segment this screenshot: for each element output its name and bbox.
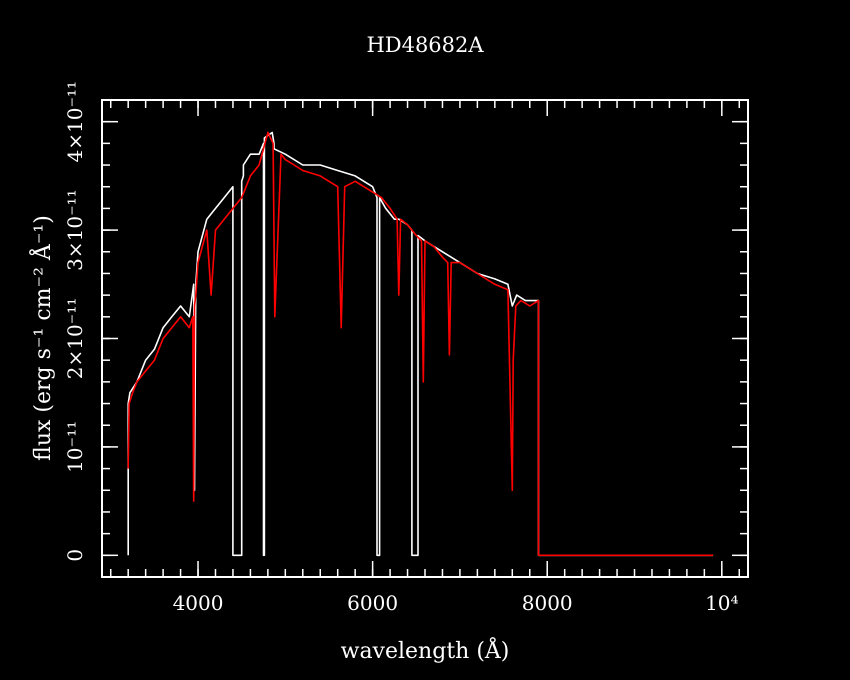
y-tick-label: 4×10⁻¹¹ — [63, 81, 87, 163]
x-tick-label: 8000 — [522, 591, 573, 615]
axis-ticks — [102, 99, 748, 577]
series-line-red — [127, 131, 714, 557]
y-tick-label: 0 — [63, 549, 87, 562]
y-axis-label: flux (erg s⁻¹ cm⁻² Å⁻¹) — [28, 215, 56, 461]
axis-tick-labels: 4000 6000 8000 10⁴ 0 10⁻¹¹ 2×10⁻¹¹ 3×10⁻¹¹ 4×10⁻… — [63, 81, 739, 615]
spectrum-series — [127, 131, 714, 557]
y-tick-label: 2×10⁻¹¹ — [63, 298, 87, 380]
x-tick-label: 6000 — [347, 591, 398, 615]
x-tick-label: 4000 — [173, 591, 224, 615]
x-axis-label: wavelength (Å) — [341, 636, 510, 664]
x-tick-label: 10⁴ — [705, 591, 738, 615]
chart-title: HD48682A — [366, 33, 484, 57]
y-tick-label: 3×10⁻¹¹ — [63, 189, 87, 271]
y-tick-label: 10⁻¹¹ — [63, 421, 87, 473]
